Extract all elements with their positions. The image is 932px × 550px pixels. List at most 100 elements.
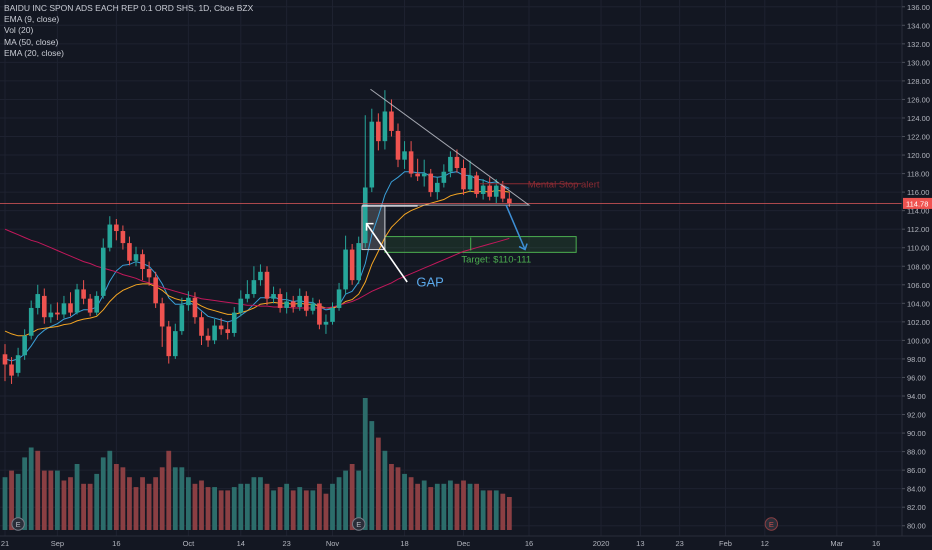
candle[interactable] [264, 266, 270, 306]
candle[interactable] [480, 179, 486, 200]
candle[interactable] [304, 291, 309, 317]
candle[interactable] [428, 168, 434, 197]
candle[interactable] [225, 321, 230, 340]
candle[interactable] [317, 299, 322, 330]
earnings-marker[interactable]: E [764, 517, 779, 531]
target-arrow-shaft [505, 204, 526, 250]
candle[interactable] [467, 160, 473, 193]
candle[interactable] [140, 249, 145, 281]
candle[interactable] [271, 286, 276, 304]
candle[interactable] [133, 246, 139, 267]
candle[interactable] [415, 158, 420, 181]
legend-ma50[interactable]: MA (50, close) [4, 36, 59, 47]
candle[interactable] [42, 288, 47, 324]
candle[interactable] [349, 244, 355, 285]
candle-body [153, 277, 158, 304]
candle[interactable] [284, 292, 289, 314]
candle[interactable] [435, 177, 440, 200]
candle[interactable] [362, 115, 368, 248]
candle[interactable] [376, 113, 381, 151]
candle[interactable] [107, 216, 113, 252]
candle[interactable] [231, 307, 237, 337]
candle[interactable] [369, 108, 375, 193]
earnings-marker[interactable]: E [11, 517, 25, 531]
candle[interactable] [146, 261, 152, 286]
candle[interactable] [153, 271, 158, 308]
candle-body [323, 321, 329, 325]
candle[interactable] [500, 180, 506, 203]
candle[interactable] [9, 357, 14, 384]
candle[interactable] [441, 164, 447, 188]
legend-ema20[interactable]: EMA (20, close) [4, 47, 64, 58]
candle[interactable] [461, 159, 466, 195]
candle[interactable] [336, 282, 342, 311]
candle[interactable] [245, 280, 250, 303]
candle[interactable] [205, 328, 211, 347]
candle[interactable] [199, 311, 204, 346]
volume-bar [199, 480, 204, 530]
candle-body [389, 111, 394, 131]
y-tick-label: 116.00 [907, 188, 929, 197]
candle[interactable] [179, 297, 185, 335]
candle[interactable] [166, 320, 172, 364]
candle[interactable] [61, 295, 67, 319]
candle[interactable] [192, 292, 198, 324]
candle[interactable] [474, 171, 479, 198]
candle[interactable] [212, 319, 217, 345]
last-price-badge[interactable]: 114.78 [903, 197, 932, 209]
candle[interactable] [87, 294, 93, 317]
candle[interactable] [454, 149, 460, 173]
candle[interactable] [2, 344, 8, 382]
candle[interactable] [395, 123, 401, 168]
candle[interactable] [173, 323, 178, 359]
earnings-marker[interactable]: E [352, 517, 366, 531]
candle[interactable] [323, 314, 329, 334]
candle[interactable] [120, 225, 126, 250]
candle[interactable] [290, 295, 296, 313]
candle[interactable] [94, 291, 99, 316]
candle[interactable] [310, 297, 316, 315]
candle[interactable] [22, 329, 27, 360]
candle[interactable] [389, 99, 394, 137]
candle[interactable] [15, 347, 21, 377]
candle[interactable] [55, 302, 60, 320]
candle[interactable] [251, 266, 257, 298]
candle[interactable] [28, 300, 34, 340]
candle[interactable] [74, 283, 80, 315]
candle[interactable] [297, 288, 303, 311]
candle-body [448, 156, 453, 172]
candle[interactable] [159, 297, 165, 347]
candle[interactable] [114, 218, 119, 241]
volume-bar [428, 487, 434, 530]
candle[interactable] [81, 280, 86, 305]
volume-bar [179, 467, 185, 530]
candle[interactable] [100, 238, 106, 299]
candle-body [120, 231, 126, 244]
candle[interactable] [421, 159, 427, 187]
candle[interactable] [218, 318, 224, 335]
x-tick-label: Mar [830, 539, 843, 548]
symbol-title[interactable]: BAIDU INC SPON ADS EACH REP 0.1 ORD SHS,… [4, 3, 254, 13]
candle[interactable] [402, 141, 407, 169]
candle[interactable] [493, 179, 499, 204]
candle[interactable] [343, 235, 348, 295]
candle[interactable] [238, 290, 244, 317]
legend-ema9[interactable]: EMA (9, close) [4, 14, 60, 25]
legend-volume[interactable]: Vol (20) [4, 25, 34, 36]
candle[interactable] [330, 302, 335, 325]
ema20-line [4, 189, 510, 337]
candle[interactable] [408, 141, 414, 178]
candle[interactable] [68, 292, 73, 317]
candle[interactable] [448, 151, 453, 178]
candle[interactable] [277, 288, 283, 313]
candle[interactable] [507, 192, 512, 207]
candle[interactable] [258, 264, 263, 286]
candle[interactable] [35, 284, 41, 315]
candle-body [428, 173, 434, 193]
candle[interactable] [356, 236, 361, 284]
candle[interactable] [127, 236, 132, 266]
candle[interactable] [487, 177, 492, 201]
candle[interactable] [186, 291, 191, 311]
candle[interactable] [48, 304, 54, 323]
